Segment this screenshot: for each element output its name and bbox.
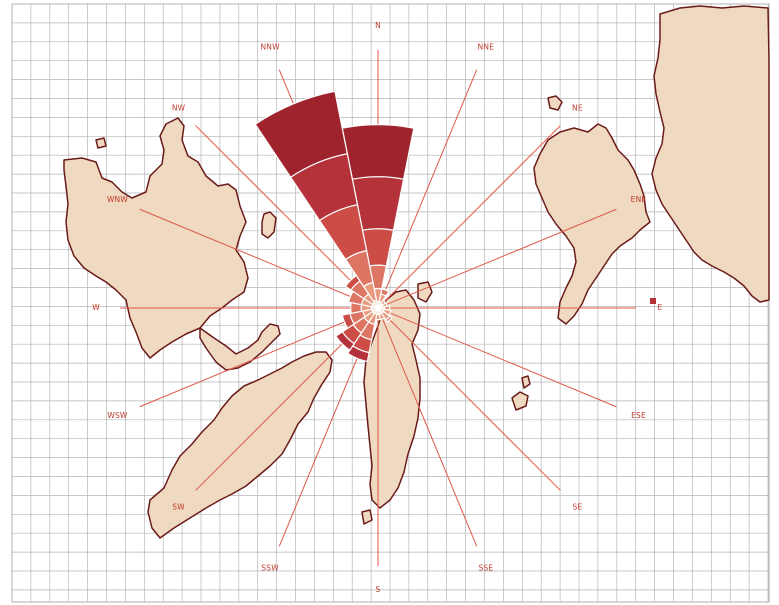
ray-nne — [377, 69, 478, 309]
direction-label-ese: ESE — [631, 411, 646, 420]
rose-segment — [254, 90, 349, 179]
small-red-marker — [650, 298, 656, 304]
direction-label-e: E — [658, 303, 663, 312]
ray-sse — [377, 307, 478, 547]
rose-segment — [341, 312, 356, 330]
direction-label-sw: SW — [172, 502, 185, 511]
rose-segment — [380, 288, 390, 297]
direction-label-sse: SSE — [478, 564, 493, 573]
west-island-tail — [199, 323, 281, 371]
west-island — [63, 117, 249, 359]
rose-segment — [335, 331, 355, 351]
direction-labels: N NNE NE ENE E ESE SE SSE S SSW SW WSW W WNW NW NNW — [92, 21, 662, 594]
wind-rose — [254, 90, 415, 363]
direction-label-ene: ENE — [631, 195, 647, 204]
islet-east-a — [547, 95, 563, 111]
rose-segment — [385, 315, 393, 323]
small-islet-central — [261, 211, 277, 239]
direction-label-n: N — [375, 21, 381, 30]
direction-label-nne: NNE — [478, 42, 495, 51]
ray-nw — [195, 125, 379, 309]
islet-east-c — [521, 375, 531, 389]
islet-south — [361, 509, 373, 525]
direction-label-s: S — [376, 585, 381, 594]
east-island — [533, 123, 651, 325]
ray-ese — [377, 307, 617, 408]
rose-segment — [346, 344, 370, 363]
land-masses — [63, 5, 770, 539]
islet-east-b — [511, 391, 529, 411]
ray-se — [377, 307, 561, 491]
direction-label-se: SE — [572, 502, 582, 511]
direction-label-nnw: NNW — [260, 42, 280, 51]
direction-label-ssw: SSW — [261, 564, 279, 573]
southwest-peninsula — [147, 351, 333, 539]
east-mainland — [651, 5, 770, 303]
direction-label-wsw: WSW — [107, 411, 128, 420]
direction-label-nw: NW — [172, 104, 186, 113]
direction-label-ne: NE — [572, 104, 583, 113]
direction-label-wnw: WNW — [107, 195, 128, 204]
small-islet-north — [95, 137, 107, 149]
ray-ene — [377, 208, 617, 309]
direction-label-w: W — [92, 303, 100, 312]
rose-segment — [341, 124, 415, 180]
ray-ne — [377, 125, 561, 309]
ray-wsw — [139, 307, 379, 408]
ray-wnw — [139, 208, 379, 309]
